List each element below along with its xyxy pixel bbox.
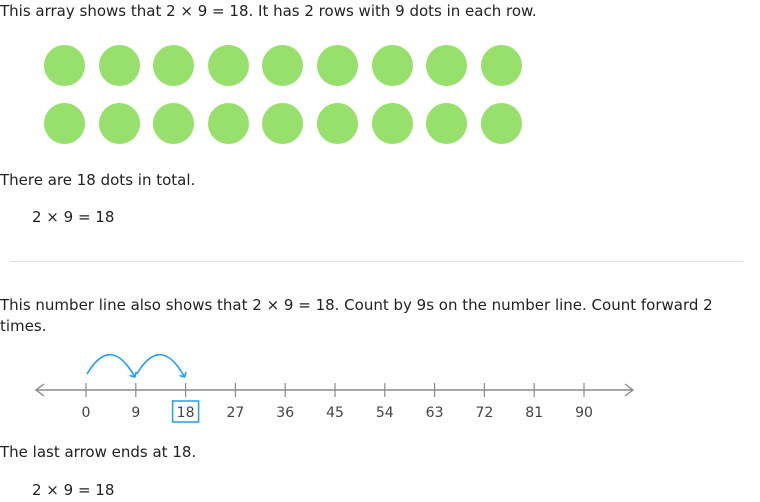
array-dot [371,103,413,144]
tick-label: 63 [426,405,444,421]
array-dot [153,103,195,144]
array-total-text: There are 18 dots in total. [0,171,196,189]
tick-label: 9 [131,405,140,421]
array-dot [98,45,140,86]
tick-label: 45 [326,405,344,421]
dot-array [44,45,524,145]
jump-arrow [86,354,135,377]
tick-label: 0 [82,405,91,421]
tick-label: 90 [575,405,593,421]
axis-left-arrow-icon [34,383,45,397]
array-equation: 2 × 9 = 18 [32,208,115,226]
array-dot [371,45,413,86]
tick-label: 72 [475,405,493,421]
array-intro-text: This array shows that 2 × 9 = 18. It has… [0,2,537,20]
array-dot [262,45,304,86]
tick-label: 18 [177,405,195,421]
number-line: 0 9 18 27 36 45 54 63 72 81 90 [34,354,635,423]
jump-arrow [136,354,185,377]
array-dot [207,45,249,86]
array-dot [44,45,85,86]
array-dot [262,103,304,144]
array-dot [480,45,522,86]
array-dot [317,45,358,86]
array-dot [207,103,249,144]
array-dot [480,103,522,144]
array-dot [317,103,358,144]
array-dot [98,103,140,144]
highlighted-tick-box [171,400,200,423]
tick-label: 81 [525,405,543,421]
array-dot [426,45,468,86]
array-dot [426,103,468,144]
tick-label: 54 [376,405,394,421]
numberline-result-text: The last arrow ends at 18. [0,443,197,461]
tick-label: 36 [276,405,294,421]
axis-right-arrow-icon [624,383,635,397]
array-dot [153,45,195,86]
numberline-equation: 2 × 9 = 18 [32,481,115,499]
numberline-intro-text: This number line also shows that 2 × 9 =… [0,296,713,335]
section-divider [10,261,743,262]
tick-label: 27 [226,405,244,421]
array-dot [44,103,85,144]
